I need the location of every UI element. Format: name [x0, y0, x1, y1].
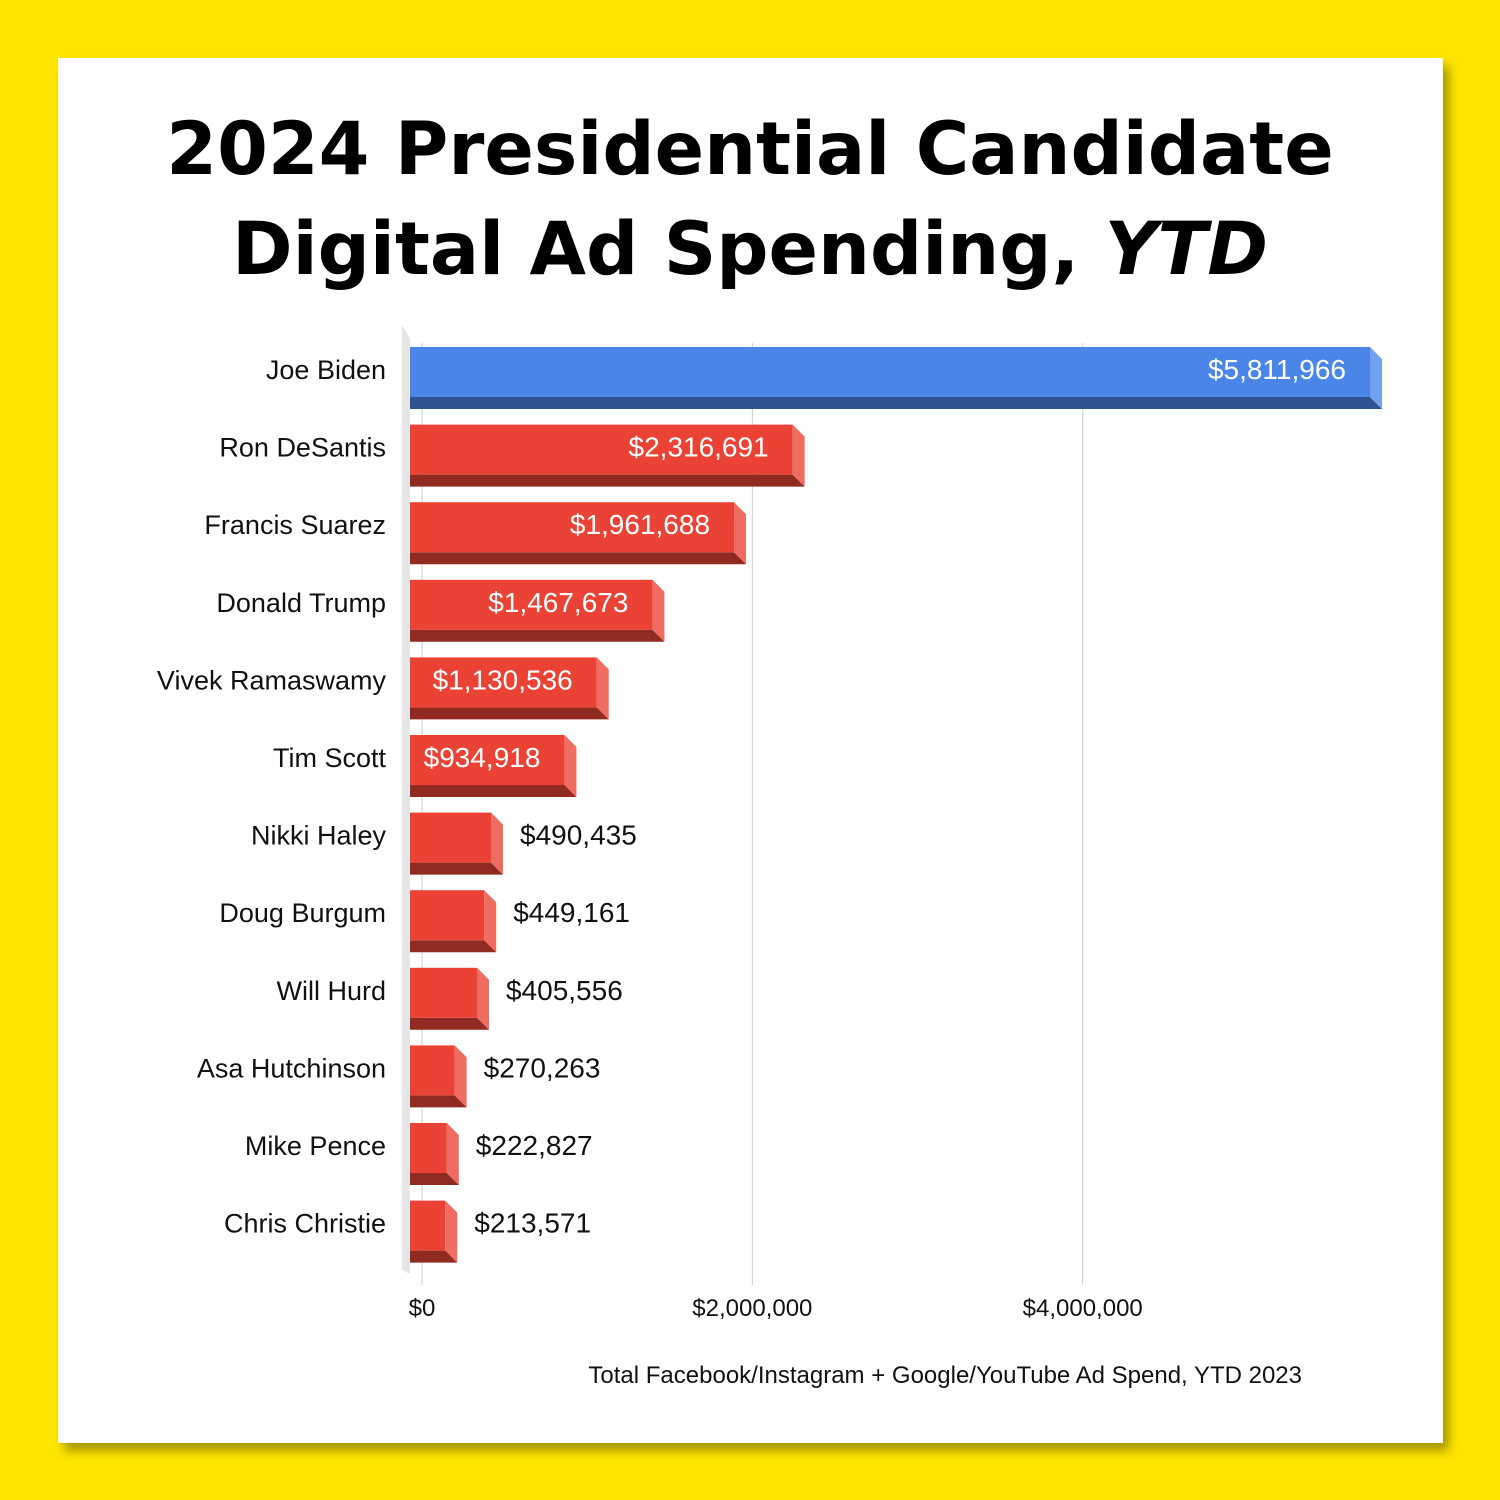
title-line-1: 2024 Presidential Candidate [166, 107, 1334, 192]
bar [410, 890, 497, 953]
bar [410, 347, 1382, 409]
bar-end-face [445, 1200, 458, 1263]
bar-front-face [410, 424, 793, 475]
category-label: Nikki Haley [251, 821, 387, 851]
bar-bottom-face [410, 862, 504, 875]
category-label: Vivek Ramaswamy [157, 665, 387, 695]
bar-end-face [596, 657, 609, 720]
bar-front-face [410, 1200, 446, 1251]
bar-front-face [410, 502, 735, 553]
x-axis-ticks: $0 $2,000,000 $4,000,000 [409, 1295, 1143, 1322]
x-tick-label: $4,000,000 [1023, 1295, 1143, 1322]
bar [410, 502, 747, 565]
bar-end-face [652, 579, 665, 642]
bar-front-face [410, 812, 492, 863]
bar-front-face [410, 890, 485, 941]
title-line-2: Digital Ad Spending, YTD [0, 200, 1500, 300]
bar-end-face [446, 1123, 459, 1185]
bar-end-face [484, 890, 497, 953]
bar-end-face [1370, 347, 1382, 409]
bar [410, 967, 489, 1030]
category-label: Ron DeSantis [219, 433, 386, 463]
category-label: Donald Trump [216, 588, 386, 618]
value-label: $1,467,673 [488, 587, 628, 618]
x-axis-label: Total Facebook/Instagram + Google/YouTub… [588, 1362, 1302, 1389]
bar [410, 657, 609, 720]
bar [410, 735, 577, 797]
bar-bottom-face [410, 707, 609, 720]
bar-bottom-face [410, 552, 747, 565]
bar-bottom-face [410, 1250, 458, 1263]
value-label: $1,130,536 [433, 664, 573, 695]
bar [410, 424, 805, 487]
value-label: $270,263 [484, 1052, 601, 1083]
category-label: Tim Scott [273, 743, 387, 773]
chart-title: 2024 Presidential Candidate Digital Ad S… [0, 100, 1500, 300]
bar [410, 1123, 459, 1185]
value-label: $1,961,688 [570, 509, 710, 540]
value-label: $5,811,966 [1208, 354, 1346, 385]
category-label: Doug Burgum [219, 898, 386, 928]
bar-front-face [410, 347, 1370, 397]
bar [410, 1200, 458, 1263]
bar [410, 812, 504, 875]
value-label: $405,556 [506, 975, 623, 1006]
value-label: $213,571 [474, 1208, 591, 1239]
bar-bottom-face [410, 1095, 467, 1108]
bar-bottom-face [410, 397, 1382, 409]
category-label: Mike Pence [245, 1131, 386, 1161]
bar-end-face [454, 1045, 467, 1108]
bar-end-face [564, 735, 577, 797]
bar-front-face [410, 735, 565, 785]
bar-front-face [410, 1045, 455, 1096]
title-line-2-emphasis: YTD [1104, 207, 1268, 292]
category-label: Asa Hutchinson [197, 1053, 386, 1083]
bar-front-face [410, 657, 597, 708]
chart-wall [402, 325, 410, 1274]
bar-front-face [410, 579, 653, 630]
x-tick-label: $2,000,000 [692, 1295, 812, 1322]
bar-end-face [491, 812, 504, 875]
x-tick-label: $0 [409, 1295, 436, 1322]
bar-front-face [410, 1123, 447, 1173]
value-label: $222,827 [476, 1130, 593, 1161]
bar-bottom-face [410, 785, 577, 797]
title-line-2-main: Digital Ad Spending, [232, 207, 1080, 292]
bars [410, 347, 1382, 1263]
value-label: $449,161 [513, 897, 630, 928]
bar-bottom-face [410, 1173, 459, 1185]
value-label: $2,316,691 [629, 432, 769, 463]
bar-bottom-face [410, 940, 497, 953]
chart-back-wall [402, 325, 410, 1274]
bar-end-face [734, 502, 747, 565]
value-labels: $5,811,966 $2,316,691 $1,961,688 $1,467,673… [424, 354, 1346, 1239]
bar-bottom-face [410, 1017, 489, 1030]
category-label: Will Hurd [276, 976, 386, 1006]
bar-end-face [476, 967, 489, 1030]
bar [410, 1045, 467, 1108]
bar [410, 579, 665, 642]
category-label: Joe Biden [266, 355, 386, 385]
chart-card [58, 58, 1443, 1443]
bar-end-face [792, 424, 805, 487]
bar-bottom-face [410, 629, 665, 642]
bar-front-face [410, 967, 477, 1018]
bar-bottom-face [410, 474, 805, 487]
category-label: Francis Suarez [204, 510, 386, 540]
value-label: $490,435 [520, 820, 637, 851]
category-labels: Joe Biden Ron DeSantis Francis Suarez Donal… [157, 355, 387, 1239]
category-label: Chris Christie [224, 1209, 386, 1239]
value-label: $934,918 [424, 742, 541, 773]
